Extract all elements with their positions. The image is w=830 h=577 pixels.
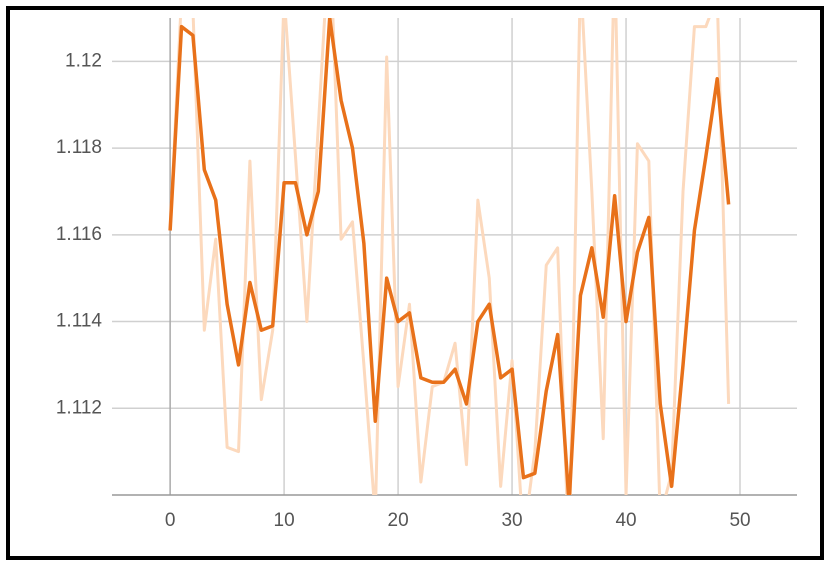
x-tick-label: 0 bbox=[165, 510, 176, 531]
y-tick-label: 1.12 bbox=[65, 50, 102, 71]
x-tick-label: 20 bbox=[388, 510, 409, 531]
x-tick-label: 40 bbox=[615, 510, 636, 531]
y-tick-label: 1.118 bbox=[56, 137, 102, 158]
x-tick-label: 10 bbox=[274, 510, 295, 531]
y-tick-label: 1.116 bbox=[56, 224, 102, 245]
series-line bbox=[168, 18, 731, 495]
y-tick-label: 1.112 bbox=[56, 397, 102, 418]
x-tick-label: 30 bbox=[501, 510, 522, 531]
x-tick-label: 50 bbox=[729, 510, 750, 531]
y-tick-label: 1.114 bbox=[56, 311, 103, 332]
plot-area bbox=[168, 18, 731, 495]
series-line bbox=[168, 18, 731, 495]
frame bbox=[6, 6, 824, 560]
